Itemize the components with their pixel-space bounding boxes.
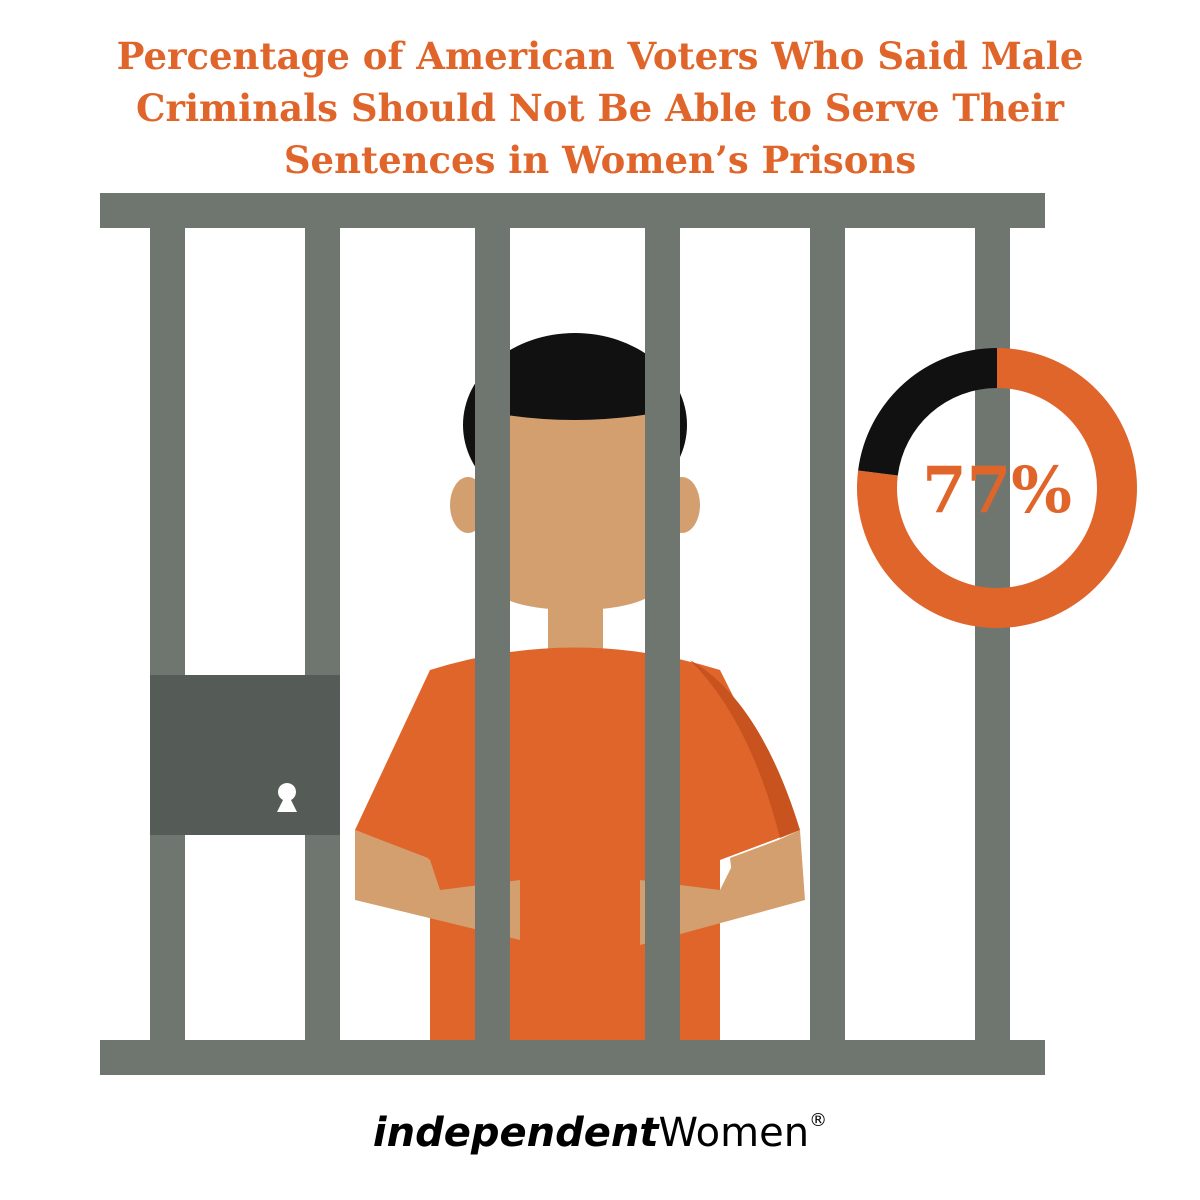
bar (475, 228, 510, 1040)
donut: 77% (857, 348, 1137, 628)
bars (100, 193, 1045, 1075)
chart-title: Percentage of American Voters Who Said M… (116, 34, 1084, 182)
logo-name: independent (372, 1110, 659, 1156)
shirt (355, 647, 800, 1040)
person (355, 333, 805, 1040)
lock-panel (150, 675, 340, 835)
logo: independentWomen® (0, 1110, 1200, 1156)
value-label: 77% (922, 453, 1072, 528)
top-bar (100, 193, 1045, 228)
donut-segment (858, 348, 997, 476)
logo-mark: ® (809, 1110, 828, 1131)
shirt-shade (690, 660, 800, 838)
bar (305, 228, 340, 1040)
logo-suffix: Women (658, 1110, 810, 1156)
bottom-bar (100, 1040, 1045, 1075)
bar (810, 228, 845, 1040)
bar (150, 228, 185, 1040)
keyhole (277, 782, 297, 812)
face (478, 410, 672, 610)
hand (640, 830, 805, 945)
bar (645, 228, 680, 1040)
